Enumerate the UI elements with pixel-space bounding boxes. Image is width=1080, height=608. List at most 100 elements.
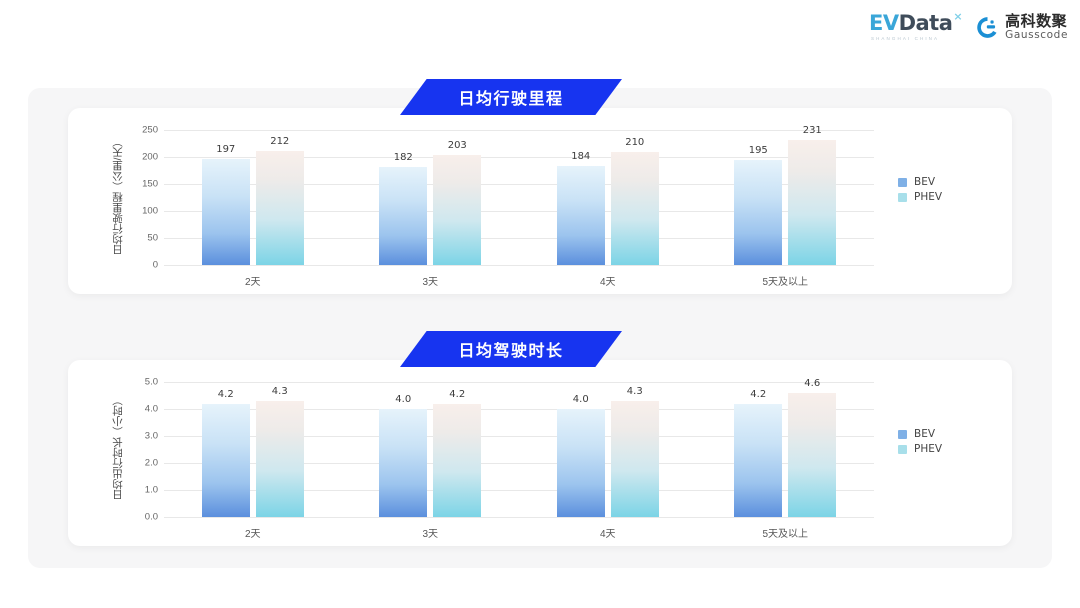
- y-axis-tick-label: 100: [142, 205, 158, 217]
- bar-group: 4.0 4.2 3天: [342, 382, 520, 540]
- bar-phev[interactable]: 4.3: [610, 382, 659, 517]
- y-axis-tick-label: 150: [142, 178, 158, 190]
- gridline: 0.0: [145, 512, 874, 523]
- chart-card-duration: 日均出行时长（小时） 0.0 1.0 2.0 3.0 4.0 5.0 4.2 4.3 2天 4.0…: [68, 360, 1012, 546]
- gridline: 100: [142, 206, 874, 217]
- legend-mileage: BEV PHEV: [898, 176, 942, 203]
- bar-bev[interactable]: 4.2: [734, 382, 783, 517]
- bar-value-label: 4.3: [271, 385, 288, 397]
- legend-item-phev[interactable]: PHEV: [898, 191, 942, 203]
- bar-value-label: 4.2: [217, 388, 234, 400]
- chart-card-mileage: 日均行驶里程（公里/天） 0 50 100 150 200 250 197 212 2天 182 2…: [68, 108, 1012, 294]
- bar-bev[interactable]: 184: [556, 130, 605, 265]
- chart-duration: 日均出行时长（小时） 0.0 1.0 2.0 3.0 4.0 5.0 4.2 4.3 2天 4.0…: [68, 360, 1012, 546]
- legend-swatch-bev-icon: [898, 177, 907, 187]
- banner-title-duration: 日均驾驶时长: [458, 343, 564, 360]
- bar-value-label: 210: [625, 136, 645, 148]
- gausscode-logo: 高科数聚 Gausscode: [976, 14, 1068, 41]
- bar-value-label: 212: [270, 135, 290, 147]
- bar-phev[interactable]: 4.2: [433, 382, 482, 517]
- bar-rect-phev[interactable]: 203: [433, 140, 482, 265]
- x-axis-category-label: 3天: [422, 529, 439, 540]
- bar-rect-phev[interactable]: 4.3: [255, 386, 304, 517]
- bar-group: 184 210 4天: [519, 130, 697, 288]
- banner-title-mileage: 日均行驶里程: [458, 91, 564, 108]
- legend-duration: BEV PHEV: [898, 428, 942, 455]
- x-axis-category-label: 3天: [422, 277, 439, 288]
- legend-item-bev[interactable]: BEV: [898, 428, 942, 440]
- y-axis-title-mileage: 日均行驶里程（公里/天）: [112, 136, 124, 256]
- bar-rect-bev[interactable]: 4.0: [556, 394, 605, 517]
- bar-rect-bev[interactable]: 197: [201, 144, 250, 265]
- bar-rect-phev[interactable]: 210: [610, 137, 659, 265]
- x-axis-category-label: 2天: [244, 529, 261, 540]
- gridline: 0: [153, 260, 874, 271]
- legend-item-phev[interactable]: PHEV: [898, 443, 942, 455]
- legend-swatch-bev-icon: [898, 429, 907, 439]
- bar-phev[interactable]: 210: [610, 130, 659, 265]
- bar-bev[interactable]: 197: [201, 130, 250, 265]
- evdata-logo: EV Data × SHANGHAI CHINA: [869, 10, 963, 42]
- gridline: 50: [147, 233, 874, 244]
- bar-bev[interactable]: 195: [734, 130, 783, 265]
- y-axis-tick-label: 5.0: [144, 376, 158, 388]
- bar-value-label: 4.2: [750, 388, 767, 400]
- bar-rect-bev[interactable]: 195: [734, 145, 783, 265]
- legend-swatch-phev-icon: [898, 192, 907, 202]
- bar-value-label: 195: [748, 144, 768, 156]
- bar-phev[interactable]: 203: [433, 130, 482, 265]
- y-axis-tick-label: 50: [147, 232, 158, 244]
- gridline: 150: [142, 179, 874, 190]
- bar-rect-bev[interactable]: 184: [556, 151, 605, 265]
- bar-value-label: 4.0: [572, 394, 589, 405]
- gausscode-en-name: Gausscode: [1005, 28, 1068, 41]
- x-axis-category-label: 2天: [244, 277, 261, 288]
- x-axis-category-label: 4天: [599, 529, 616, 540]
- bar-rect-phev[interactable]: 4.2: [433, 389, 482, 517]
- bar-group: 4.2 4.6 5天及以上: [697, 378, 875, 540]
- x-axis-category-label: 5天及以上: [762, 529, 809, 540]
- banner-mileage: 日均行驶里程: [400, 79, 622, 115]
- bar-phev[interactable]: 4.6: [788, 378, 837, 517]
- bar-rect-bev[interactable]: 4.0: [379, 394, 428, 517]
- bar-group: 197 212 2天: [164, 130, 342, 288]
- bar-value-label: 182: [393, 151, 413, 163]
- bar-bev[interactable]: 4.2: [201, 382, 250, 517]
- bar-rect-phev[interactable]: 4.3: [610, 386, 659, 517]
- evdata-x-icon: ×: [953, 10, 963, 23]
- y-axis-tick-label: 0.0: [144, 511, 158, 523]
- bar-rect-bev[interactable]: 4.2: [734, 389, 783, 517]
- gridline: 2.0: [145, 458, 874, 469]
- bar-group: 182 203 3天: [342, 130, 520, 288]
- bar-bev[interactable]: 4.0: [556, 382, 605, 517]
- bar-rect-bev[interactable]: 182: [379, 152, 428, 265]
- plot-area-duration: 0.0 1.0 2.0 3.0 4.0 5.0 4.2 4.3 2天 4.0 4.2 3天 4.0 4.3…: [145, 377, 875, 540]
- gausscode-mark-icon: [976, 16, 999, 39]
- bar-rect-bev[interactable]: 4.2: [201, 389, 250, 517]
- gausscode-text: 高科数聚 Gausscode: [1005, 14, 1068, 41]
- y-axis-tick-label: 4.0: [144, 403, 158, 415]
- y-axis-tick-label: 2.0: [144, 457, 158, 469]
- bar-bev[interactable]: 4.0: [379, 382, 428, 517]
- logo-row: EV Data × SHANGHAI CHINA 高科数聚 Gausscode: [869, 10, 1068, 42]
- gridline: 250: [142, 125, 874, 136]
- legend-label-phev: PHEV: [914, 443, 943, 455]
- bar-rect-phev[interactable]: 4.6: [788, 378, 837, 517]
- bar-value-label: 197: [216, 143, 236, 155]
- bar-group: 4.2 4.3 2天: [164, 382, 342, 540]
- legend-item-bev[interactable]: BEV: [898, 176, 942, 188]
- bar-value-label: 231: [802, 125, 822, 137]
- bar-bev[interactable]: 182: [379, 130, 428, 265]
- bar-phev[interactable]: 231: [788, 125, 837, 265]
- bar-value-label: 4.0: [395, 394, 412, 405]
- bar-groups: 197 212 2天 182 203 3天 184 210 4天 195 231 5天及以上: [164, 125, 874, 288]
- bar-rect-phev[interactable]: 212: [255, 136, 304, 265]
- plot-area-mileage: 0 50 100 150 200 250 197 212 2天 182 203 3天 184 210 4天 1…: [142, 125, 874, 288]
- y-axis-tick-label: 1.0: [144, 484, 158, 496]
- bar-value-label: 203: [447, 140, 467, 152]
- bar-phev[interactable]: 4.3: [255, 382, 304, 517]
- bar-groups: 4.2 4.3 2天 4.0 4.2 3天 4.0 4.3 4天 4.2 4.6 5天及以上: [164, 378, 875, 540]
- bar-rect-phev[interactable]: 231: [788, 125, 837, 265]
- bar-phev[interactable]: 212: [255, 130, 304, 265]
- legend-label-bev: BEV: [914, 428, 936, 440]
